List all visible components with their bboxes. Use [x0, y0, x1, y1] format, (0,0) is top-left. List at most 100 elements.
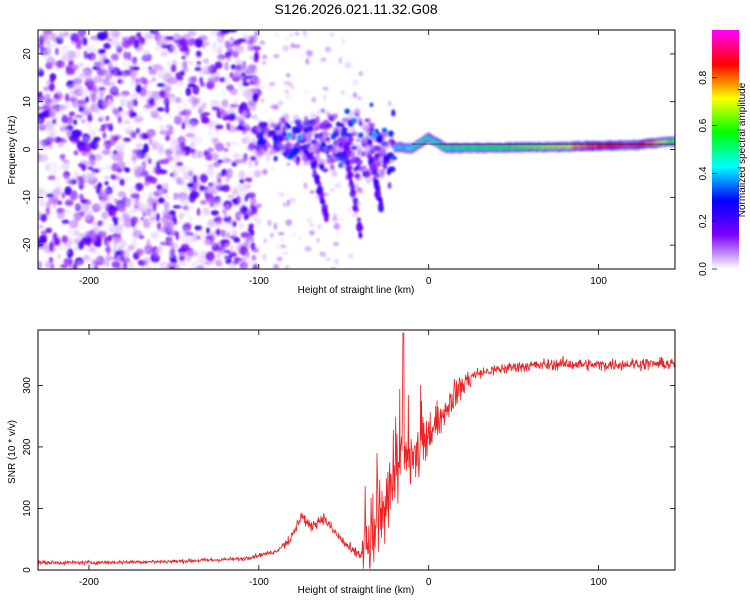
streak-blob [323, 215, 329, 223]
noise-blob [45, 136, 55, 144]
noise-blob [220, 239, 230, 244]
noise-blob [103, 142, 110, 149]
noise-blob [189, 250, 199, 257]
noise-blob [269, 166, 276, 171]
noise-blob [341, 37, 345, 45]
noise-blob [94, 241, 102, 248]
noise-blob [192, 84, 200, 95]
noise-blob [206, 80, 215, 90]
noise-blob [82, 211, 92, 221]
noise-blob [100, 49, 107, 54]
cluster-blob [278, 127, 284, 136]
cluster-blob [311, 96, 317, 103]
noise-blob [235, 64, 242, 70]
noise-blob [344, 61, 352, 69]
spectrogram-x-tick-label: -100 [249, 276, 269, 287]
cluster-blob [327, 139, 331, 147]
cluster-blob [269, 149, 278, 155]
noise-blob [167, 36, 175, 41]
noise-blob [325, 257, 331, 262]
noise-blob [69, 219, 79, 229]
noise-blob [101, 149, 111, 156]
noise-blob [44, 93, 51, 101]
noise-blob [223, 148, 229, 153]
noise-blob [238, 257, 243, 262]
noise-blob [133, 60, 138, 67]
cluster-blob [374, 162, 382, 168]
noise-blob [157, 70, 166, 80]
noise-blob [45, 206, 50, 216]
noise-blob [285, 264, 289, 269]
noise-blob [261, 54, 268, 60]
noise-blob [220, 230, 229, 238]
noise-blob [212, 180, 223, 191]
noise-blob [81, 119, 86, 124]
noise-blob [96, 31, 107, 41]
cluster-blob [308, 125, 314, 133]
colorbar: 0.0 0.2 0.4 0.6 0.8 Normalized spectral ampl… [698, 30, 748, 276]
noise-blob [110, 174, 117, 180]
noise-blob [357, 188, 364, 195]
noise-blob [38, 139, 44, 149]
cluster-blob [310, 139, 318, 145]
streak-blob [345, 151, 349, 160]
noise-blob [65, 179, 74, 185]
noise-blob [153, 93, 159, 102]
noise-blob [116, 223, 124, 231]
noise-blob [185, 108, 193, 113]
colorbar-tick-label: 0.0 [698, 262, 709, 276]
noise-blob [61, 235, 68, 244]
noise-blob [117, 245, 124, 251]
noise-blob [255, 220, 262, 229]
noise-blob [186, 182, 195, 188]
cluster-blob [321, 132, 330, 136]
noise-blob [230, 187, 234, 197]
cluster-blob [348, 128, 357, 134]
noise-blob [99, 91, 104, 100]
noise-blob [274, 31, 279, 38]
noise-blob [220, 248, 227, 253]
noise-blob [289, 33, 293, 37]
noise-blob [240, 116, 245, 126]
noise-blob [219, 43, 224, 48]
noise-blob [262, 168, 268, 175]
noise-blob [116, 51, 122, 55]
noise-blob [112, 152, 121, 162]
streak-blob [320, 193, 324, 198]
noise-blob [43, 86, 49, 92]
noise-blob [68, 111, 76, 116]
streak-blob [342, 134, 346, 142]
noise-blob [287, 81, 292, 87]
noise-blob [148, 192, 153, 202]
noise-blob [252, 263, 259, 269]
cluster-blob [387, 100, 392, 107]
noise-blob [320, 57, 327, 62]
cluster-blob [364, 149, 370, 156]
noise-blob [179, 142, 186, 151]
noise-blob [148, 136, 153, 146]
noise-blob [63, 31, 70, 37]
noise-blob [93, 84, 98, 92]
noise-blob [188, 76, 196, 84]
noise-blob [131, 154, 137, 162]
noise-blob [254, 159, 259, 167]
noise-blob [225, 141, 231, 148]
cluster-blob [379, 148, 387, 157]
noise-blob [177, 97, 182, 105]
noise-blob [210, 30, 214, 36]
noise-blob [74, 114, 83, 119]
noise-blob [60, 61, 65, 69]
noise-blob [46, 43, 50, 54]
noise-blob [54, 88, 63, 94]
cluster-blob [321, 108, 325, 113]
noise-blob [142, 152, 149, 162]
noise-blob [204, 151, 212, 161]
snr-x-tick-label: -100 [249, 577, 269, 588]
noise-blob [181, 122, 186, 130]
streak-blob [367, 158, 373, 164]
noise-blob [128, 185, 138, 196]
noise-blob [166, 248, 175, 258]
noise-blob [97, 147, 104, 152]
bright-spot [273, 137, 279, 143]
cluster-blob [314, 122, 321, 127]
